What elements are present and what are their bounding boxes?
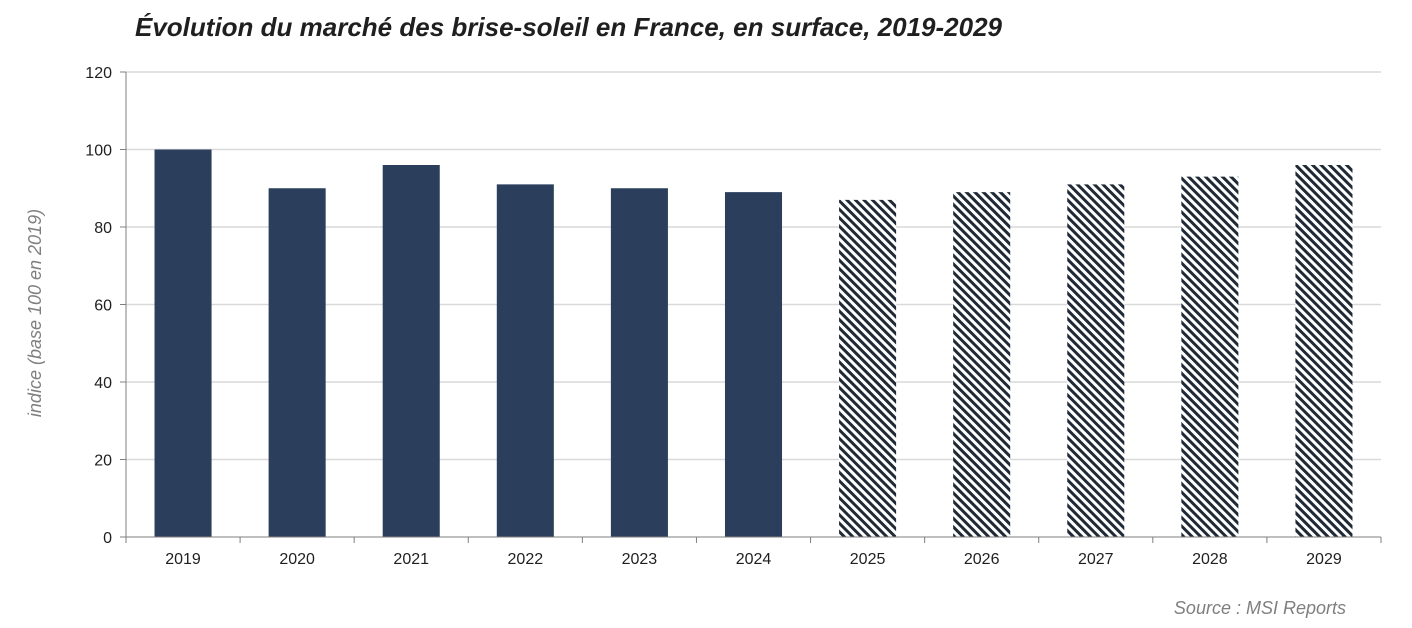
- bar-2020: [268, 188, 326, 537]
- bar-2021: [382, 165, 440, 537]
- y-tick-label: 80: [94, 220, 112, 237]
- x-tick-label: 2022: [508, 551, 544, 568]
- bar-forecast-2028: [1181, 176, 1239, 537]
- y-tick-label: 40: [94, 375, 112, 392]
- bar-2023: [610, 188, 668, 537]
- bar-forecast-2026: [953, 192, 1011, 537]
- x-tick-label: 2020: [279, 551, 315, 568]
- y-tick-label: 0: [103, 530, 112, 547]
- x-tick-label: 2026: [964, 551, 1000, 568]
- x-tick-label: 2019: [165, 551, 201, 568]
- x-tick-label: 2028: [1192, 551, 1228, 568]
- x-tick-label: 2025: [850, 551, 886, 568]
- bar-forecast-2027: [1067, 184, 1125, 537]
- bar-forecast-2025: [839, 199, 897, 537]
- x-tick-label: 2029: [1306, 551, 1342, 568]
- y-tick-label: 100: [85, 143, 112, 160]
- bar-2022: [496, 184, 554, 537]
- chart-title: Évolution du marché des brise-soleil en …: [135, 12, 1003, 42]
- bar-forecast-2029: [1295, 165, 1353, 537]
- bar-2019: [154, 149, 212, 537]
- y-tick-label: 20: [94, 453, 112, 470]
- x-tick-label: 2023: [622, 551, 658, 568]
- y-tick-label: 120: [85, 65, 112, 82]
- source-note: Source : MSI Reports: [1173, 598, 1346, 618]
- x-tick-label: 2021: [393, 551, 429, 568]
- tick-labels: 0 20 40 60 80 100 120 2019 2020 2021 2022 2023 2024 2…: [85, 65, 1342, 568]
- x-tick-label: 2027: [1078, 551, 1114, 568]
- axes: [120, 71, 1382, 543]
- bars: [154, 149, 1353, 537]
- y-axis-title: indice (base 100 en 2019): [25, 209, 45, 417]
- x-tick-label: 2024: [736, 551, 772, 568]
- bar-2024: [724, 192, 783, 537]
- y-tick-label: 60: [94, 298, 112, 315]
